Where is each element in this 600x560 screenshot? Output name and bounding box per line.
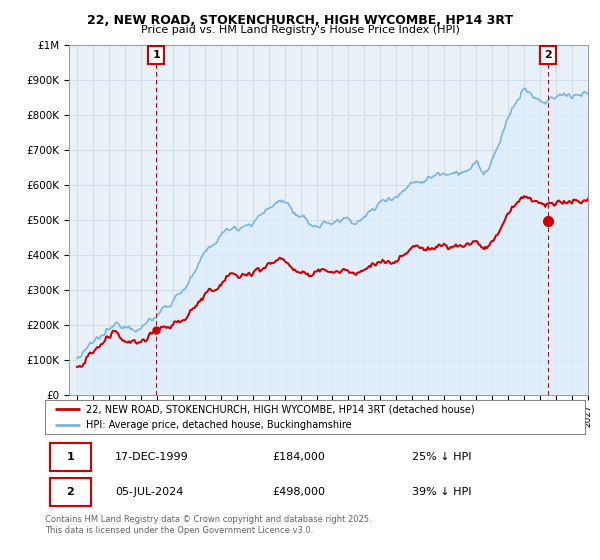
Text: 2: 2 [544, 50, 552, 60]
Text: £184,000: £184,000 [272, 452, 325, 462]
Text: £498,000: £498,000 [272, 487, 325, 497]
Text: 25% ↓ HPI: 25% ↓ HPI [412, 452, 472, 462]
Text: 17-DEC-1999: 17-DEC-1999 [115, 452, 189, 462]
Text: 1: 1 [152, 50, 160, 60]
Text: 39% ↓ HPI: 39% ↓ HPI [412, 487, 472, 497]
Text: 05-JUL-2024: 05-JUL-2024 [115, 487, 184, 497]
Text: 2: 2 [67, 487, 74, 497]
FancyBboxPatch shape [50, 478, 91, 506]
Text: HPI: Average price, detached house, Buckinghamshire: HPI: Average price, detached house, Buck… [86, 420, 351, 430]
Text: 22, NEW ROAD, STOKENCHURCH, HIGH WYCOMBE, HP14 3RT: 22, NEW ROAD, STOKENCHURCH, HIGH WYCOMBE… [87, 14, 513, 27]
Text: Contains HM Land Registry data © Crown copyright and database right 2025.
This d: Contains HM Land Registry data © Crown c… [45, 515, 371, 535]
Text: 1: 1 [67, 452, 74, 462]
Text: 22, NEW ROAD, STOKENCHURCH, HIGH WYCOMBE, HP14 3RT (detached house): 22, NEW ROAD, STOKENCHURCH, HIGH WYCOMBE… [86, 404, 474, 414]
FancyBboxPatch shape [50, 443, 91, 471]
Text: Price paid vs. HM Land Registry's House Price Index (HPI): Price paid vs. HM Land Registry's House … [140, 25, 460, 35]
